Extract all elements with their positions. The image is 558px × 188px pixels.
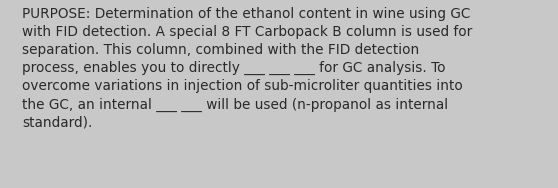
Text: PURPOSE: Determination of the ethanol content in wine using GC
with FID detectio: PURPOSE: Determination of the ethanol co… xyxy=(22,7,472,130)
